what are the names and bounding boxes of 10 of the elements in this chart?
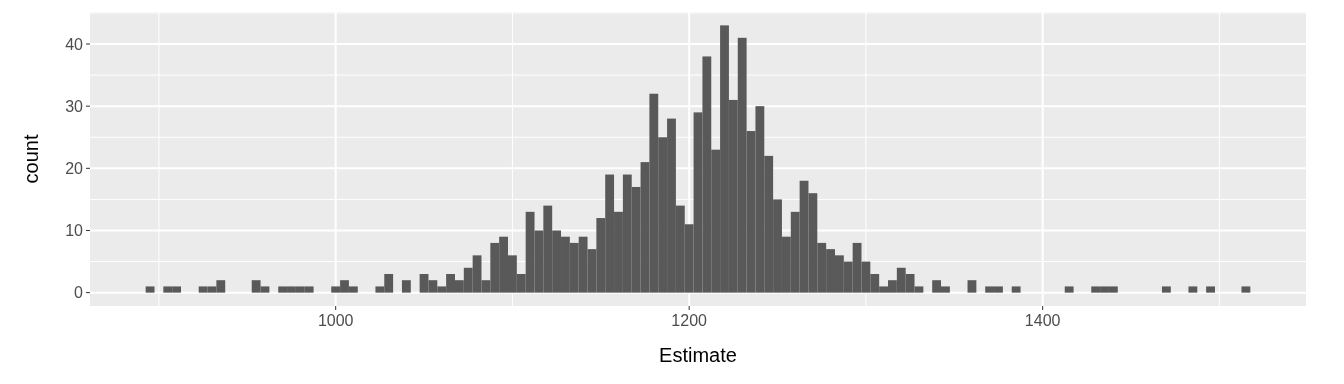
- y-tick-label: 0: [74, 284, 84, 302]
- x-axis-title: Estimate: [659, 344, 737, 366]
- x-tick-label: 1400: [1024, 312, 1061, 329]
- x-tick-label: 1200: [671, 312, 708, 329]
- y-tick-label: 20: [65, 159, 84, 177]
- y-axis-title: count: [20, 134, 42, 184]
- x-tick-label: 1000: [317, 312, 354, 329]
- y-tick-label: 40: [65, 35, 84, 53]
- y-tick-label: 10: [65, 222, 84, 240]
- y-tick-label: 30: [65, 97, 84, 115]
